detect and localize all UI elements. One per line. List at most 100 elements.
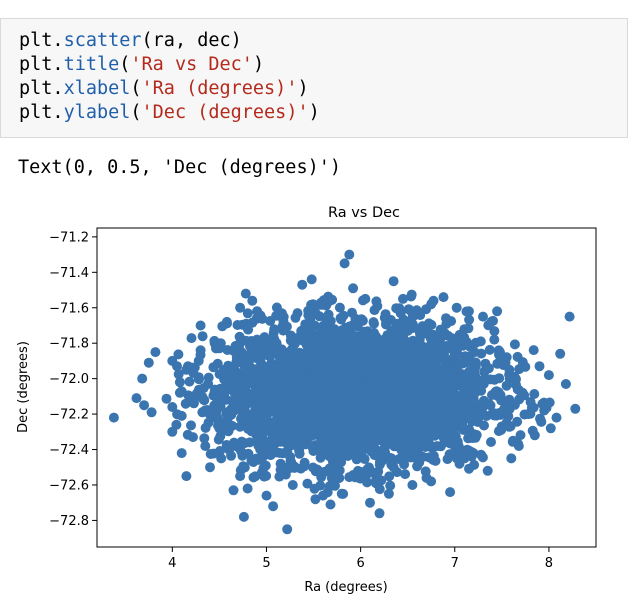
scatter-point bbox=[173, 349, 184, 360]
scatter-point bbox=[517, 357, 528, 368]
code-token: ( bbox=[119, 54, 131, 75]
code-token: 'Ra (degrees)' bbox=[141, 78, 298, 99]
scatter-point bbox=[328, 330, 339, 341]
scatter-point bbox=[242, 308, 253, 319]
scatter-point bbox=[350, 367, 360, 378]
scatter-point bbox=[251, 313, 262, 324]
scatter-point bbox=[228, 485, 239, 496]
scatter-point bbox=[214, 423, 225, 434]
scatter-point bbox=[406, 348, 417, 359]
scatter-point bbox=[324, 463, 335, 474]
code-token: 'Ra vs Dec' bbox=[130, 54, 253, 75]
scatter-point bbox=[235, 421, 245, 432]
scatter-point bbox=[340, 322, 351, 333]
scatter-point bbox=[371, 425, 382, 436]
scatter-point bbox=[477, 399, 488, 410]
code-line-1: plt.scatter(ra, dec) bbox=[19, 29, 242, 53]
scatter-point bbox=[441, 365, 452, 376]
scatter-point bbox=[232, 320, 243, 330]
scatter-point bbox=[324, 413, 335, 423]
scatter-point bbox=[455, 373, 466, 384]
scatter-point bbox=[176, 448, 187, 459]
scatter-point bbox=[236, 436, 247, 447]
scatter-point bbox=[409, 426, 420, 437]
scatter-point bbox=[325, 499, 336, 510]
scatter-point bbox=[404, 420, 415, 431]
scatter-point bbox=[252, 306, 263, 317]
scatter-point bbox=[285, 456, 296, 467]
scatter-point bbox=[426, 299, 437, 310]
scatter-point bbox=[240, 288, 251, 299]
scatter-point bbox=[374, 348, 384, 359]
code-token: plt. bbox=[19, 54, 64, 75]
scatter-point bbox=[228, 385, 238, 396]
scatter-point bbox=[269, 324, 280, 335]
scatter-point bbox=[261, 490, 272, 501]
scatter-point bbox=[434, 409, 444, 420]
scatter-point bbox=[422, 322, 433, 333]
scatter-point bbox=[335, 354, 346, 365]
x-axis-title: Ra (degrees) bbox=[304, 580, 387, 595]
scatter-point bbox=[237, 450, 248, 461]
scatter-point bbox=[570, 403, 581, 414]
scatter-point bbox=[451, 302, 462, 313]
scatter-point bbox=[471, 430, 482, 440]
x-axis: 4 5 6 7 8 bbox=[168, 547, 553, 571]
scatter-point bbox=[523, 409, 534, 420]
scatter-point bbox=[315, 407, 325, 418]
scatter-point bbox=[486, 437, 496, 447]
scatter-point bbox=[424, 423, 435, 433]
scatter-point bbox=[343, 434, 354, 445]
scatter-point bbox=[545, 423, 556, 434]
scatter-point bbox=[421, 472, 432, 483]
scatter-point bbox=[274, 471, 285, 482]
scatter-point bbox=[257, 399, 268, 410]
y-axis-title: Dec (degrees) bbox=[16, 341, 31, 433]
y-tick-label: −71.2 bbox=[49, 230, 89, 245]
scatter-point bbox=[489, 408, 500, 419]
scatter-point bbox=[364, 462, 374, 473]
scatter-point bbox=[193, 372, 204, 383]
code-token: (ra, dec) bbox=[141, 30, 242, 51]
scatter-point bbox=[395, 308, 406, 319]
y-tick-label: −71.6 bbox=[49, 301, 89, 316]
scatter-point bbox=[197, 407, 208, 418]
scatter-point bbox=[245, 415, 256, 426]
scatter-point bbox=[495, 347, 505, 358]
scatter-point bbox=[384, 350, 395, 361]
scatter-point bbox=[347, 375, 358, 386]
scatter-point bbox=[392, 319, 403, 330]
scatter-point bbox=[184, 376, 195, 387]
scatter-point bbox=[243, 357, 254, 368]
scatter-point bbox=[456, 332, 467, 343]
scatter-point bbox=[382, 405, 392, 416]
scatter-point bbox=[137, 373, 148, 384]
scatter-point bbox=[495, 390, 506, 401]
scatter-point bbox=[406, 289, 417, 300]
scatter-point bbox=[360, 389, 371, 400]
scatter-point bbox=[368, 329, 379, 340]
scatter-point bbox=[415, 353, 426, 364]
scatter-point bbox=[513, 441, 524, 451]
scatter-point bbox=[470, 337, 481, 348]
scatter-point bbox=[316, 467, 327, 478]
code-cell[interactable]: plt.scatter(ra, dec) plt.title('Ra vs De… bbox=[0, 18, 628, 138]
scatter-point bbox=[172, 361, 182, 372]
scatter-point bbox=[460, 354, 471, 365]
scatter-point bbox=[243, 424, 254, 434]
code-token: ( bbox=[130, 102, 142, 123]
scatter-point bbox=[381, 317, 392, 327]
scatter-point bbox=[250, 408, 261, 419]
scatter-point bbox=[504, 404, 515, 414]
scatter-point bbox=[420, 378, 430, 389]
scatter-point bbox=[273, 394, 284, 405]
scatter-point bbox=[326, 353, 337, 364]
scatter-point bbox=[392, 341, 403, 351]
scatter-point bbox=[304, 352, 315, 363]
code-line-4: plt.ylabel('Dec (degrees)') bbox=[19, 101, 320, 125]
scatter-point bbox=[380, 391, 391, 402]
scatter-point bbox=[466, 451, 477, 462]
scatter-point bbox=[374, 484, 385, 495]
scatter-point bbox=[213, 434, 224, 445]
x-tick-label: 5 bbox=[262, 556, 270, 571]
